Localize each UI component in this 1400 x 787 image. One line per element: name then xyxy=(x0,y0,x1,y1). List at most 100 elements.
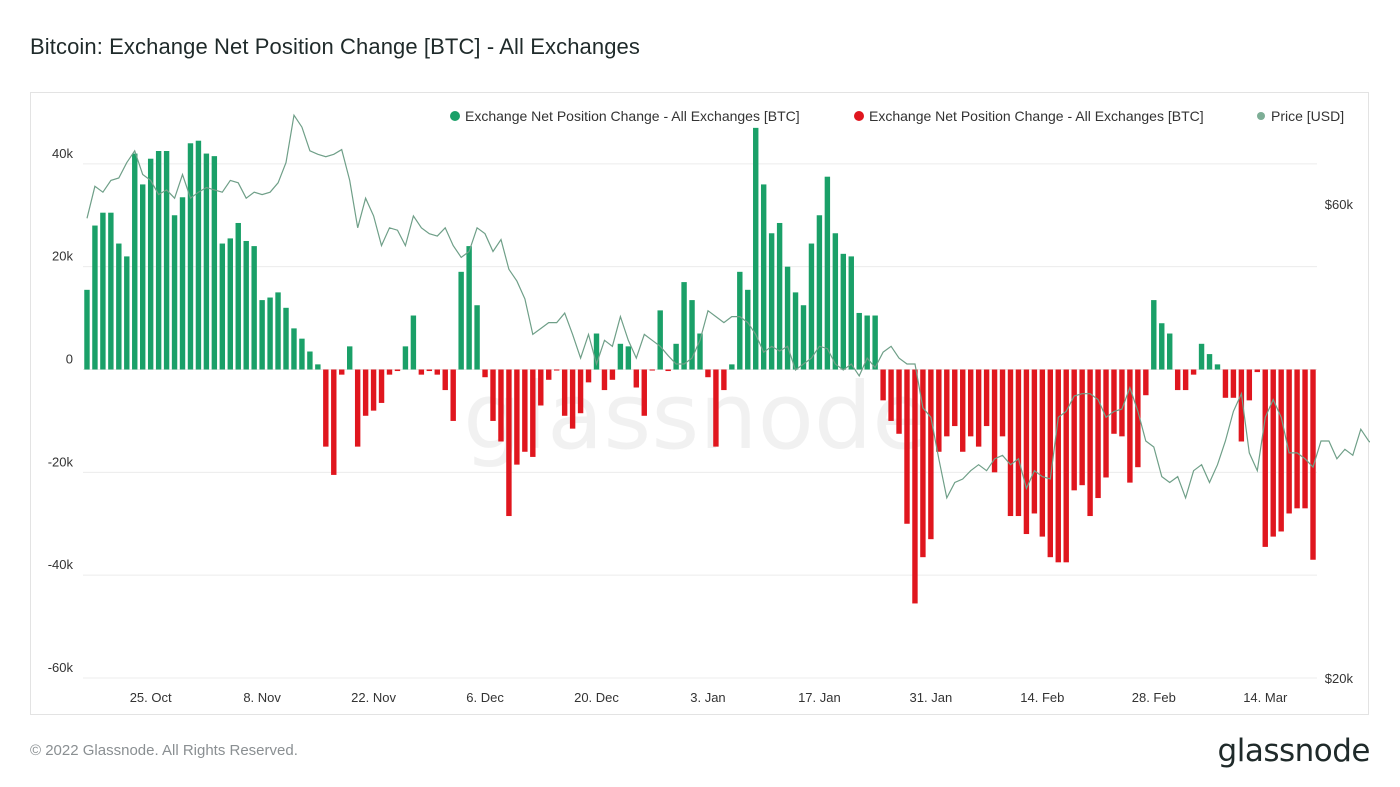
bar[interactable] xyxy=(1278,370,1283,532)
bar[interactable] xyxy=(769,233,774,369)
bar[interactable] xyxy=(108,213,113,370)
bar[interactable] xyxy=(132,154,137,370)
bar[interactable] xyxy=(793,292,798,369)
bar[interactable] xyxy=(729,364,734,369)
bar[interactable] xyxy=(1263,370,1268,547)
bar[interactable] xyxy=(665,370,670,372)
bar[interactable] xyxy=(275,292,280,369)
bar[interactable] xyxy=(315,364,320,369)
bar[interactable] xyxy=(435,370,440,375)
bar[interactable] xyxy=(164,151,169,370)
bar[interactable] xyxy=(395,370,400,372)
bar[interactable] xyxy=(642,370,647,416)
bar[interactable] xyxy=(291,328,296,369)
bar[interactable] xyxy=(1079,370,1084,486)
bar[interactable] xyxy=(466,246,471,369)
bar[interactable] xyxy=(1302,370,1307,509)
bar[interactable] xyxy=(904,370,909,524)
bar[interactable] xyxy=(1087,370,1092,517)
bar[interactable] xyxy=(713,370,718,447)
bar[interactable] xyxy=(538,370,543,406)
bar[interactable] xyxy=(1071,370,1076,491)
bar[interactable] xyxy=(259,300,264,369)
bar[interactable] xyxy=(403,346,408,369)
bar[interactable] xyxy=(1103,370,1108,478)
bar[interactable] xyxy=(936,370,941,452)
bar[interactable] xyxy=(474,305,479,369)
bar[interactable] xyxy=(331,370,336,475)
bar[interactable] xyxy=(482,370,487,378)
bar[interactable] xyxy=(196,141,201,370)
bar[interactable] xyxy=(928,370,933,540)
bar[interactable] xyxy=(888,370,893,421)
bar[interactable] xyxy=(721,370,726,391)
bar[interactable] xyxy=(1175,370,1180,391)
bar[interactable] xyxy=(458,272,463,370)
bar[interactable] xyxy=(379,370,384,403)
bar[interactable] xyxy=(976,370,981,447)
bar[interactable] xyxy=(554,370,559,371)
bar[interactable] xyxy=(785,267,790,370)
bar[interactable] xyxy=(841,254,846,370)
bar[interactable] xyxy=(650,370,655,371)
bar[interactable] xyxy=(1143,370,1148,396)
bar[interactable] xyxy=(514,370,519,465)
bar[interactable] xyxy=(1000,370,1005,437)
bar[interactable] xyxy=(801,305,806,369)
bar[interactable] xyxy=(1223,370,1228,398)
bar[interactable] xyxy=(1231,370,1236,398)
bar[interactable] xyxy=(586,370,591,383)
bar[interactable] xyxy=(1111,370,1116,434)
bar[interactable] xyxy=(657,310,662,369)
bar[interactable] xyxy=(1032,370,1037,514)
bar[interactable] xyxy=(1215,364,1220,369)
bar[interactable] xyxy=(872,316,877,370)
bar[interactable] xyxy=(236,223,241,370)
bar[interactable] xyxy=(299,339,304,370)
legend[interactable]: Exchange Net Position Change - All Excha… xyxy=(450,108,1344,124)
bar[interactable] xyxy=(347,346,352,369)
bar[interactable] xyxy=(228,238,233,369)
bar[interactable] xyxy=(705,370,710,378)
bar[interactable] xyxy=(1271,370,1276,537)
bar[interactable] xyxy=(1183,370,1188,391)
bar[interactable] xyxy=(952,370,957,427)
bar[interactable] xyxy=(267,298,272,370)
bar[interactable] xyxy=(809,244,814,370)
bar[interactable] xyxy=(450,370,455,421)
bar[interactable] xyxy=(116,244,121,370)
bar[interactable] xyxy=(427,370,432,372)
bar[interactable] xyxy=(506,370,511,517)
bar[interactable] xyxy=(419,370,424,375)
bar[interactable] xyxy=(188,143,193,369)
bar[interactable] xyxy=(570,370,575,429)
bar[interactable] xyxy=(984,370,989,427)
bar[interactable] xyxy=(546,370,551,380)
bar[interactable] xyxy=(896,370,901,434)
bar[interactable] xyxy=(443,370,448,391)
bar[interactable] xyxy=(1008,370,1013,517)
bar[interactable] xyxy=(1095,370,1100,499)
bar[interactable] xyxy=(1040,370,1045,537)
bar[interactable] xyxy=(761,184,766,369)
bar[interactable] xyxy=(745,290,750,370)
bar[interactable] xyxy=(777,223,782,370)
bar[interactable] xyxy=(283,308,288,370)
bar[interactable] xyxy=(681,282,686,369)
bar[interactable] xyxy=(562,370,567,416)
bar[interactable] xyxy=(1151,300,1156,369)
bar[interactable] xyxy=(522,370,527,452)
bar[interactable] xyxy=(602,370,607,391)
bar[interactable] xyxy=(220,244,225,370)
bar[interactable] xyxy=(172,215,177,369)
bar[interactable] xyxy=(1024,370,1029,535)
bar[interactable] xyxy=(1064,370,1069,563)
bar[interactable] xyxy=(610,370,615,380)
bar[interactable] xyxy=(92,226,97,370)
bar[interactable] xyxy=(912,370,917,604)
bar[interactable] xyxy=(148,159,153,370)
bar[interactable] xyxy=(156,151,161,370)
bar[interactable] xyxy=(100,213,105,370)
bar[interactable] xyxy=(411,316,416,370)
bar[interactable] xyxy=(84,290,89,370)
